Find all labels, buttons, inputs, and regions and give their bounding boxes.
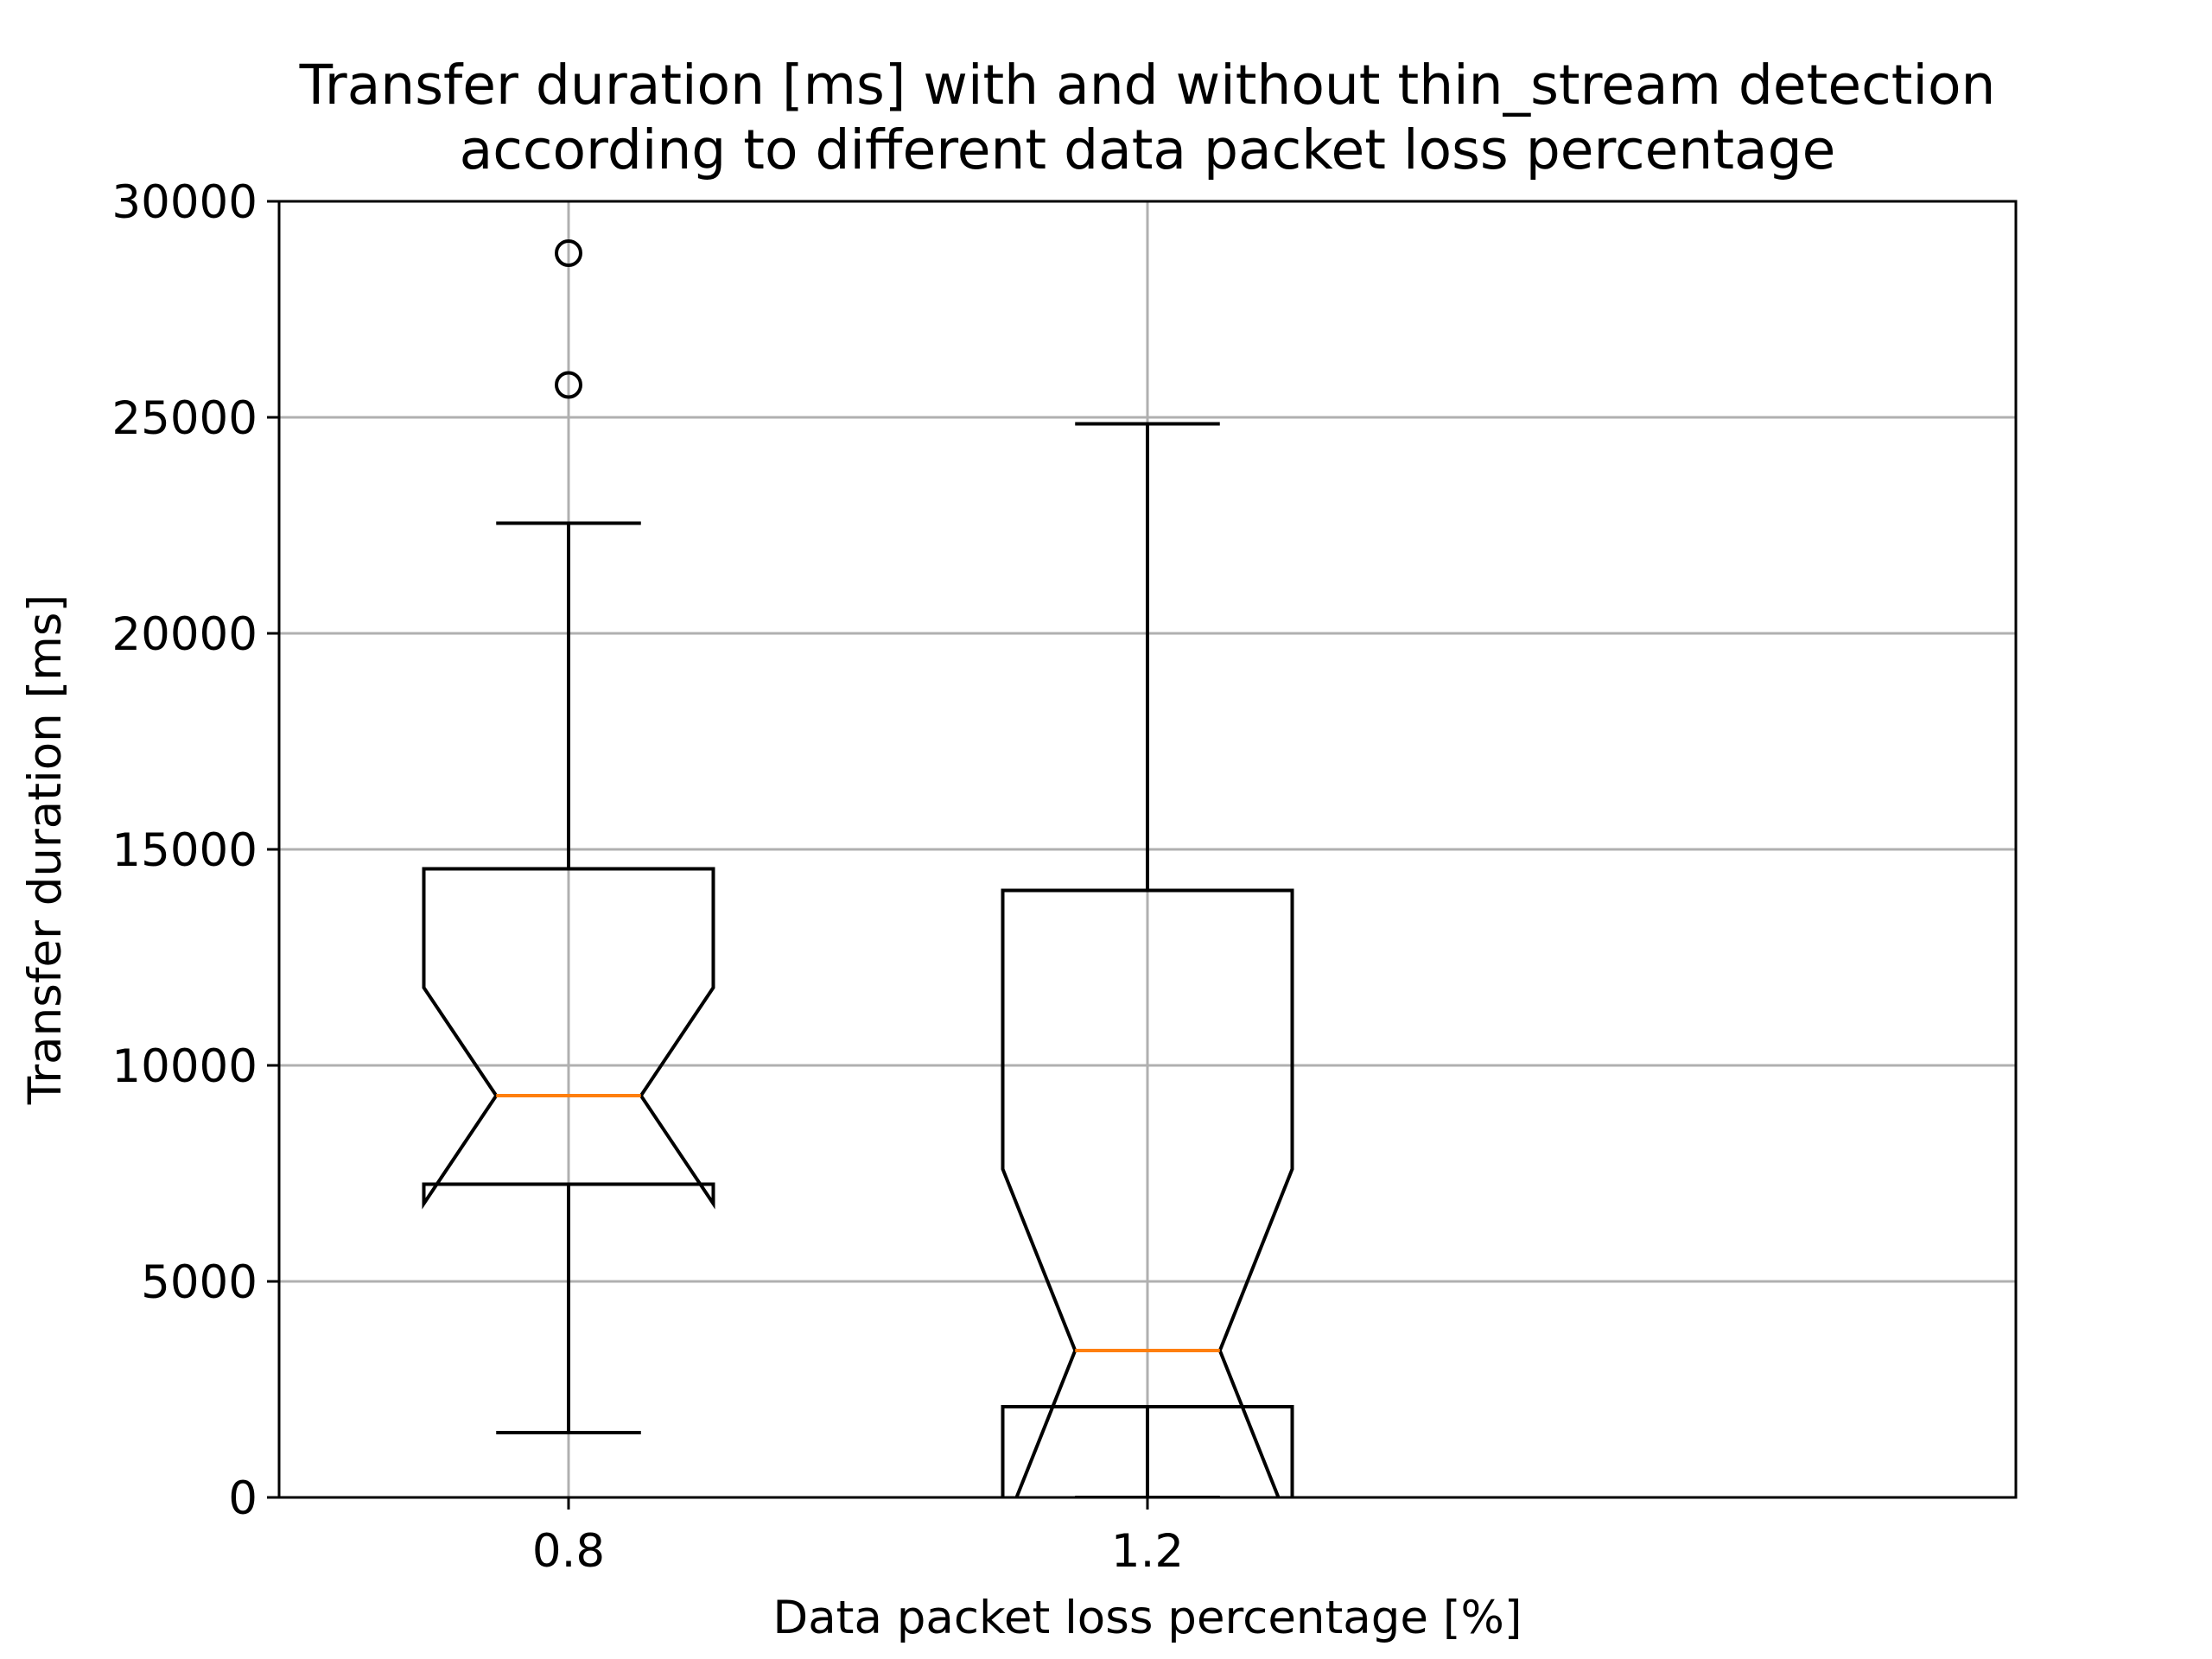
y-tick-label: 10000 bbox=[111, 1040, 257, 1093]
y-axis-ticks: 0 5000 10000 15000 20000 25000 30000 bbox=[111, 176, 279, 1525]
chart-title-line-2: according to different data packet loss … bbox=[460, 118, 1836, 181]
y-tick-label: 30000 bbox=[111, 176, 257, 229]
box-body bbox=[422, 867, 715, 1210]
x-tick-label: 1.2 bbox=[1111, 1525, 1184, 1578]
y-axis-label: Transfer duration [ms] bbox=[19, 594, 72, 1105]
outlier-point bbox=[555, 239, 582, 267]
x-axis-label: Data packet loss percentage [%] bbox=[772, 1592, 1522, 1644]
y-tick-label: 5000 bbox=[141, 1256, 257, 1309]
chart-title-line-1: Transfer duration [ms] with and without … bbox=[299, 54, 1996, 117]
boxes bbox=[422, 422, 1294, 1497]
x-tick-label: 0.8 bbox=[532, 1525, 605, 1578]
x-axis-ticks: 0.8 1.2 bbox=[532, 1497, 1184, 1578]
y-tick-label: 15000 bbox=[111, 824, 257, 877]
box-body bbox=[1001, 888, 1294, 1497]
y-tick-label: 20000 bbox=[111, 608, 257, 661]
y-tick-label: 25000 bbox=[111, 392, 257, 445]
y-tick-label: 0 bbox=[228, 1472, 257, 1525]
outliers bbox=[555, 239, 582, 399]
outlier-point bbox=[555, 371, 582, 399]
